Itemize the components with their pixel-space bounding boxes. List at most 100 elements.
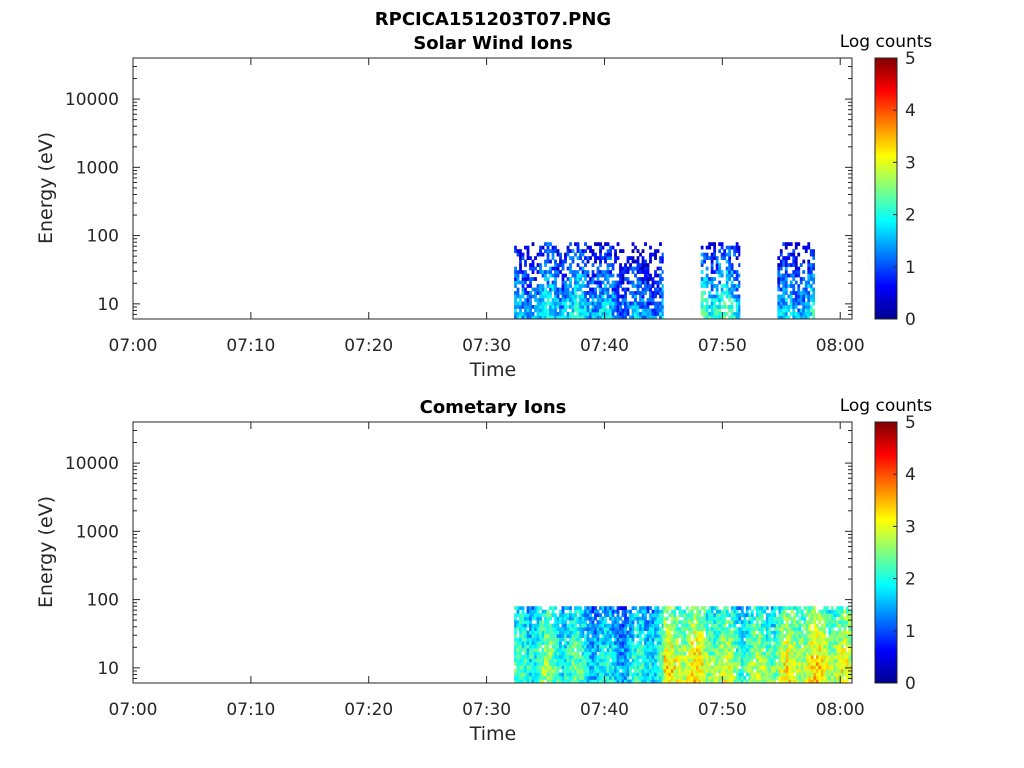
heatmap-cell — [574, 305, 577, 309]
heatmap-cell — [651, 630, 655, 635]
heatmap-cell — [514, 655, 517, 659]
heatmap-cell — [646, 263, 650, 267]
heatmap-cell — [720, 613, 724, 617]
heatmap-cell — [559, 263, 562, 267]
heatmap-cell — [659, 679, 662, 684]
heatmap-cell — [561, 305, 565, 309]
heatmap-cell — [611, 623, 615, 628]
heatmap-cell — [584, 616, 587, 621]
heatmap-cell — [576, 620, 580, 624]
heatmap-cell — [526, 679, 530, 684]
heatmap-cell — [835, 672, 839, 677]
heatmap-cell — [656, 616, 660, 621]
heatmap-cell — [606, 301, 610, 306]
heatmap-cell — [789, 252, 793, 257]
heatmap-cell — [800, 630, 804, 635]
heatmap-cell — [773, 672, 777, 677]
heatmap-cell — [818, 634, 822, 638]
heatmap-cell — [778, 644, 782, 649]
heatmap-cell — [675, 616, 679, 621]
heatmap-cell — [589, 249, 592, 253]
heatmap-cell — [720, 256, 724, 260]
heatmap-cell — [659, 291, 662, 295]
heatmap-cell — [561, 669, 565, 673]
heatmap-cell — [675, 627, 679, 631]
heatmap-cell — [554, 630, 557, 635]
heatmap-cell — [644, 277, 647, 281]
x-tick-label: 07:30 — [462, 336, 511, 356]
heatmap-cell — [708, 672, 712, 677]
heatmap-cell — [591, 298, 595, 302]
heatmap-cell — [808, 665, 812, 670]
heatmap-cell — [661, 287, 664, 292]
heatmap-cell — [680, 620, 684, 624]
heatmap-cell — [531, 648, 535, 652]
heatmap-cell — [596, 266, 600, 271]
heatmap-cell — [634, 616, 637, 621]
heatmap-cell — [790, 641, 794, 645]
heatmap-cell — [815, 634, 819, 638]
heatmap-cell — [845, 672, 849, 677]
heatmap-cells — [514, 242, 815, 320]
heatmap-cell — [524, 658, 527, 663]
heatmap-cell — [654, 312, 657, 316]
heatmap-cell — [725, 630, 729, 635]
heatmap-cell — [594, 662, 597, 666]
heatmap-cell — [534, 634, 537, 638]
heatmap-cell — [561, 273, 565, 278]
heatmap-cell — [705, 277, 709, 281]
heatmap-cell — [659, 613, 662, 617]
heatmap-cell — [614, 662, 617, 666]
heatmap-cell — [531, 658, 535, 663]
heatmap-cell — [551, 298, 555, 302]
heatmap-cell — [812, 312, 815, 316]
heatmap-cell — [780, 623, 784, 628]
heatmap-cell — [591, 305, 595, 309]
heatmap-cell — [820, 630, 824, 635]
heatmap-cell — [703, 616, 707, 621]
heatmap-cell — [715, 606, 719, 611]
heatmap-cell — [609, 616, 612, 621]
heatmap-cell — [609, 627, 612, 631]
heatmap-cell — [784, 266, 788, 271]
heatmap-cell — [820, 634, 824, 638]
heatmap-cell — [584, 644, 587, 649]
heatmap-cell — [799, 280, 803, 285]
heatmap-cell — [723, 613, 727, 617]
heatmap-cell — [529, 266, 532, 271]
heatmap-cell — [566, 616, 570, 621]
heatmap-cell — [848, 609, 852, 614]
heatmap-cell — [576, 637, 580, 642]
heatmap-cell — [644, 627, 647, 631]
heatmap-cell — [705, 630, 709, 635]
heatmap-cell — [586, 606, 590, 611]
heatmap-cell — [768, 644, 772, 649]
heatmap-cell — [708, 606, 712, 611]
y-tick-label: 100 — [87, 591, 119, 611]
heatmap-cell — [753, 655, 757, 659]
heatmap-cell — [596, 270, 600, 274]
heatmap-cell — [576, 609, 580, 614]
heatmap-cell — [773, 669, 777, 673]
heatmap-cell — [646, 273, 650, 278]
heatmap-cell — [606, 263, 610, 267]
heatmap-cell — [733, 270, 737, 274]
heatmap-cell — [591, 287, 595, 292]
heatmap-cell — [698, 651, 702, 656]
heatmap-cell — [554, 665, 557, 670]
heatmap-cell — [830, 609, 834, 614]
heatmap-cell — [589, 627, 592, 631]
heatmap-cell — [748, 641, 752, 645]
heatmap-cell — [777, 298, 781, 302]
heatmap-cell — [688, 623, 692, 628]
heatmap-cell — [629, 263, 632, 267]
heatmap-cell — [768, 676, 772, 680]
heatmap-cell — [728, 291, 732, 295]
heatmap-cell — [678, 609, 682, 614]
heatmap-cell — [703, 669, 707, 673]
heatmap-cell — [591, 637, 595, 642]
heatmap-cell — [601, 301, 605, 306]
heatmap-cell — [561, 648, 565, 652]
heatmap-cell — [778, 613, 782, 617]
heatmap-cell — [584, 613, 587, 617]
